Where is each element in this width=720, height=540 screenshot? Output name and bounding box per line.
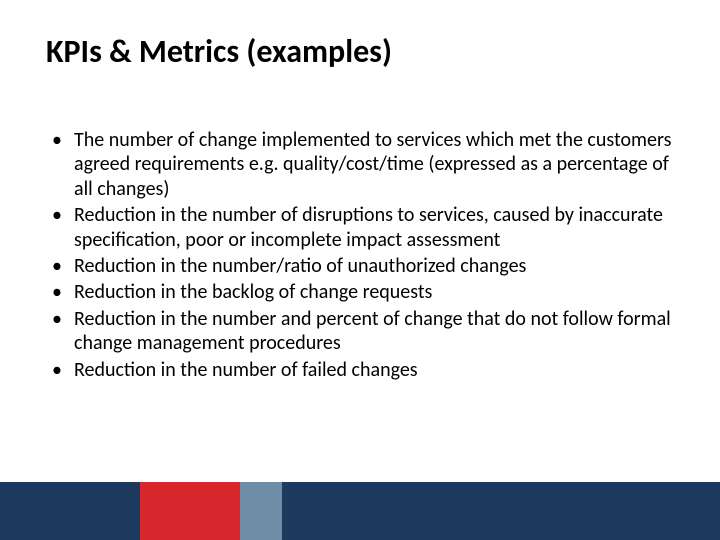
slide-title: KPIs & Metrics (examples) bbox=[46, 34, 674, 69]
list-item: Reduction in the backlog of change reque… bbox=[46, 280, 674, 304]
footer-seg-1 bbox=[0, 482, 140, 540]
footer-band bbox=[0, 482, 720, 540]
list-item: Reduction in the number of failed change… bbox=[46, 358, 674, 382]
slide: KPIs & Metrics (examples) The number of … bbox=[0, 0, 720, 540]
footer-seg-3 bbox=[240, 482, 282, 540]
list-item: The number of change implemented to serv… bbox=[46, 128, 674, 201]
footer-seg-4 bbox=[282, 482, 720, 540]
slide-body: The number of change implemented to serv… bbox=[46, 128, 674, 384]
footer-seg-2 bbox=[140, 482, 240, 540]
list-item: Reduction in the number of disruptions t… bbox=[46, 203, 674, 252]
list-item: Reduction in the number and percent of c… bbox=[46, 307, 674, 356]
list-item: Reduction in the number/ratio of unautho… bbox=[46, 254, 674, 278]
bullet-list: The number of change implemented to serv… bbox=[46, 128, 674, 382]
